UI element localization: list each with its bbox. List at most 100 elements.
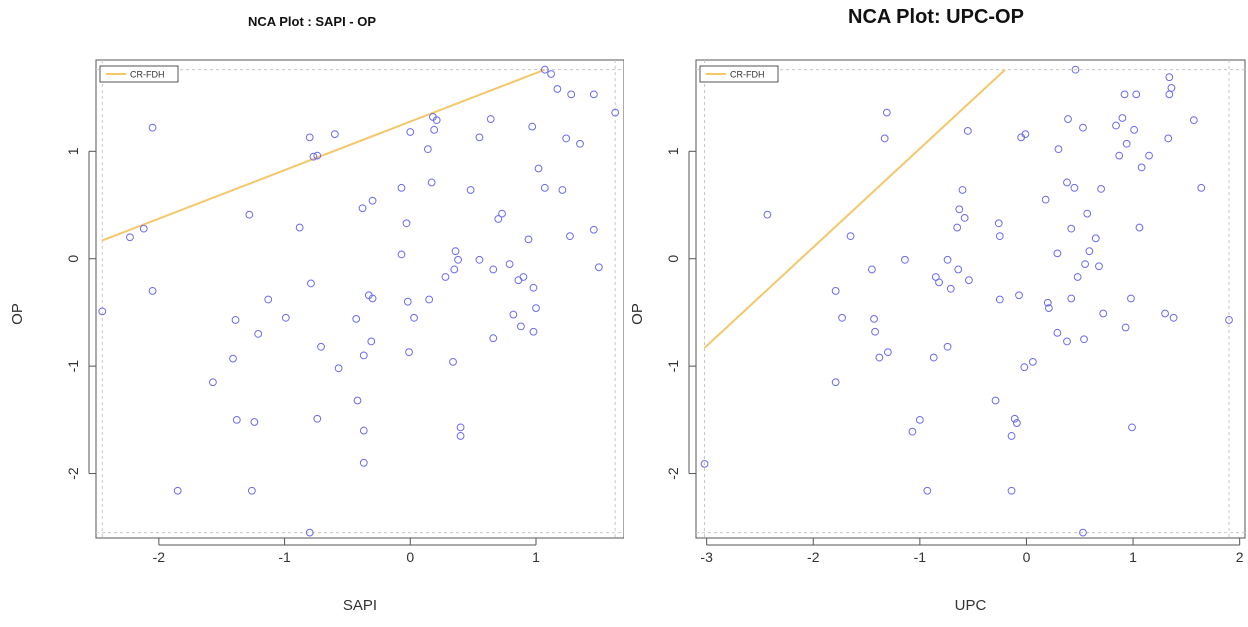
x-tick-label: -2 (807, 549, 820, 565)
data-point (148, 287, 157, 295)
data-point (1053, 328, 1062, 337)
data-point (875, 353, 884, 362)
x-tick-label: 0 (1023, 549, 1031, 565)
y-tick-label: 0 (65, 255, 81, 263)
data-point (486, 115, 495, 123)
scatter-plot-sapi-op: -2 -1 0 1 -2 -1 0 1 SAPI OP CR-FDH (9, 59, 624, 614)
data-point (517, 322, 525, 331)
legend-label: CR-FDH (730, 70, 765, 80)
data-point (923, 486, 932, 495)
chart-title: NCA Plot: UPC-OP (848, 6, 1024, 28)
data-point (1007, 486, 1016, 495)
data-point (456, 423, 465, 432)
data-point (307, 279, 315, 288)
data-point (1091, 234, 1100, 243)
data-point (1028, 357, 1037, 366)
data-point (929, 353, 938, 362)
data-point (432, 116, 441, 125)
data-point (254, 330, 263, 338)
data-point (700, 459, 709, 468)
y-tick-label: -1 (65, 360, 81, 373)
scatter-plot-upc-op: -3 -2 -1 0 1 2 -2 -1 0 1 UPC OP CR-FDH (629, 59, 1246, 614)
data-point (1145, 151, 1153, 160)
data-point (1120, 90, 1129, 99)
data-point (334, 364, 343, 373)
data-point (1112, 121, 1120, 130)
data-point (423, 145, 432, 154)
data-point (427, 178, 436, 187)
legend-box (699, 65, 779, 83)
left-chart-panel: NCA Plot : SAPI - OP -2 -1 0 1 -2 -1 0 1 SAPI OP C… (9, 14, 624, 614)
y-tick-label: 1 (65, 147, 81, 155)
x-tick-label: -1 (278, 549, 291, 565)
data-point (498, 209, 506, 218)
data-point (915, 415, 924, 424)
data-point (309, 152, 318, 161)
data-point (1127, 294, 1135, 303)
data-point (1132, 90, 1141, 99)
data-point (1099, 309, 1108, 318)
data-point (231, 316, 240, 324)
data-point (313, 151, 322, 160)
data-point (1071, 65, 1080, 74)
data-point (1073, 273, 1082, 281)
data-point (553, 85, 562, 93)
data-point (963, 126, 972, 135)
data-point (367, 337, 376, 346)
data-point (946, 284, 955, 293)
x-tick-label: 2 (1236, 549, 1244, 565)
data-point (305, 528, 314, 537)
data-point (611, 108, 620, 117)
data-point (1122, 139, 1131, 148)
data-point (1063, 178, 1071, 187)
data-point (994, 219, 1003, 228)
data-point (1012, 419, 1021, 427)
data-point (883, 348, 892, 357)
data-point (954, 265, 963, 274)
data-point (831, 378, 840, 387)
data-point (1007, 432, 1016, 440)
data-point (567, 90, 576, 99)
data-point (935, 278, 943, 287)
data-point (1043, 298, 1052, 307)
data-point (494, 215, 503, 223)
data-point (1021, 130, 1030, 139)
data-point (958, 186, 967, 194)
data-point (358, 204, 367, 213)
data-point (359, 351, 368, 360)
data-point (995, 295, 1004, 304)
data-point (1083, 209, 1092, 218)
data-point (489, 334, 498, 343)
data-point (295, 223, 304, 232)
data-point (558, 186, 567, 194)
data-point (1169, 313, 1178, 322)
data-point (454, 255, 462, 264)
data-point (1115, 151, 1124, 160)
x-tick-label: -1 (914, 549, 927, 565)
data-point (1053, 249, 1062, 258)
data-point (1118, 114, 1127, 122)
x-tick-label: 1 (532, 549, 540, 565)
data-point (466, 186, 475, 194)
data-point (532, 304, 540, 313)
data-point (529, 283, 538, 292)
data-point (264, 295, 273, 304)
data-point (456, 432, 465, 440)
data-point (1010, 414, 1019, 423)
data-point (1054, 145, 1063, 154)
y-tick-label: -1 (665, 360, 681, 373)
x-axis-label: SAPI (343, 597, 377, 614)
data-point (475, 255, 484, 264)
data-point (281, 313, 290, 322)
data-point (1128, 423, 1136, 432)
data-point (1041, 195, 1050, 204)
data-point (1135, 223, 1144, 232)
data-point (397, 250, 406, 259)
data-point (1044, 304, 1053, 313)
data-point (359, 458, 368, 467)
data-point (451, 247, 460, 256)
data-point (209, 378, 217, 387)
data-point (562, 134, 571, 143)
data-point (831, 287, 840, 295)
data-point (250, 418, 259, 426)
